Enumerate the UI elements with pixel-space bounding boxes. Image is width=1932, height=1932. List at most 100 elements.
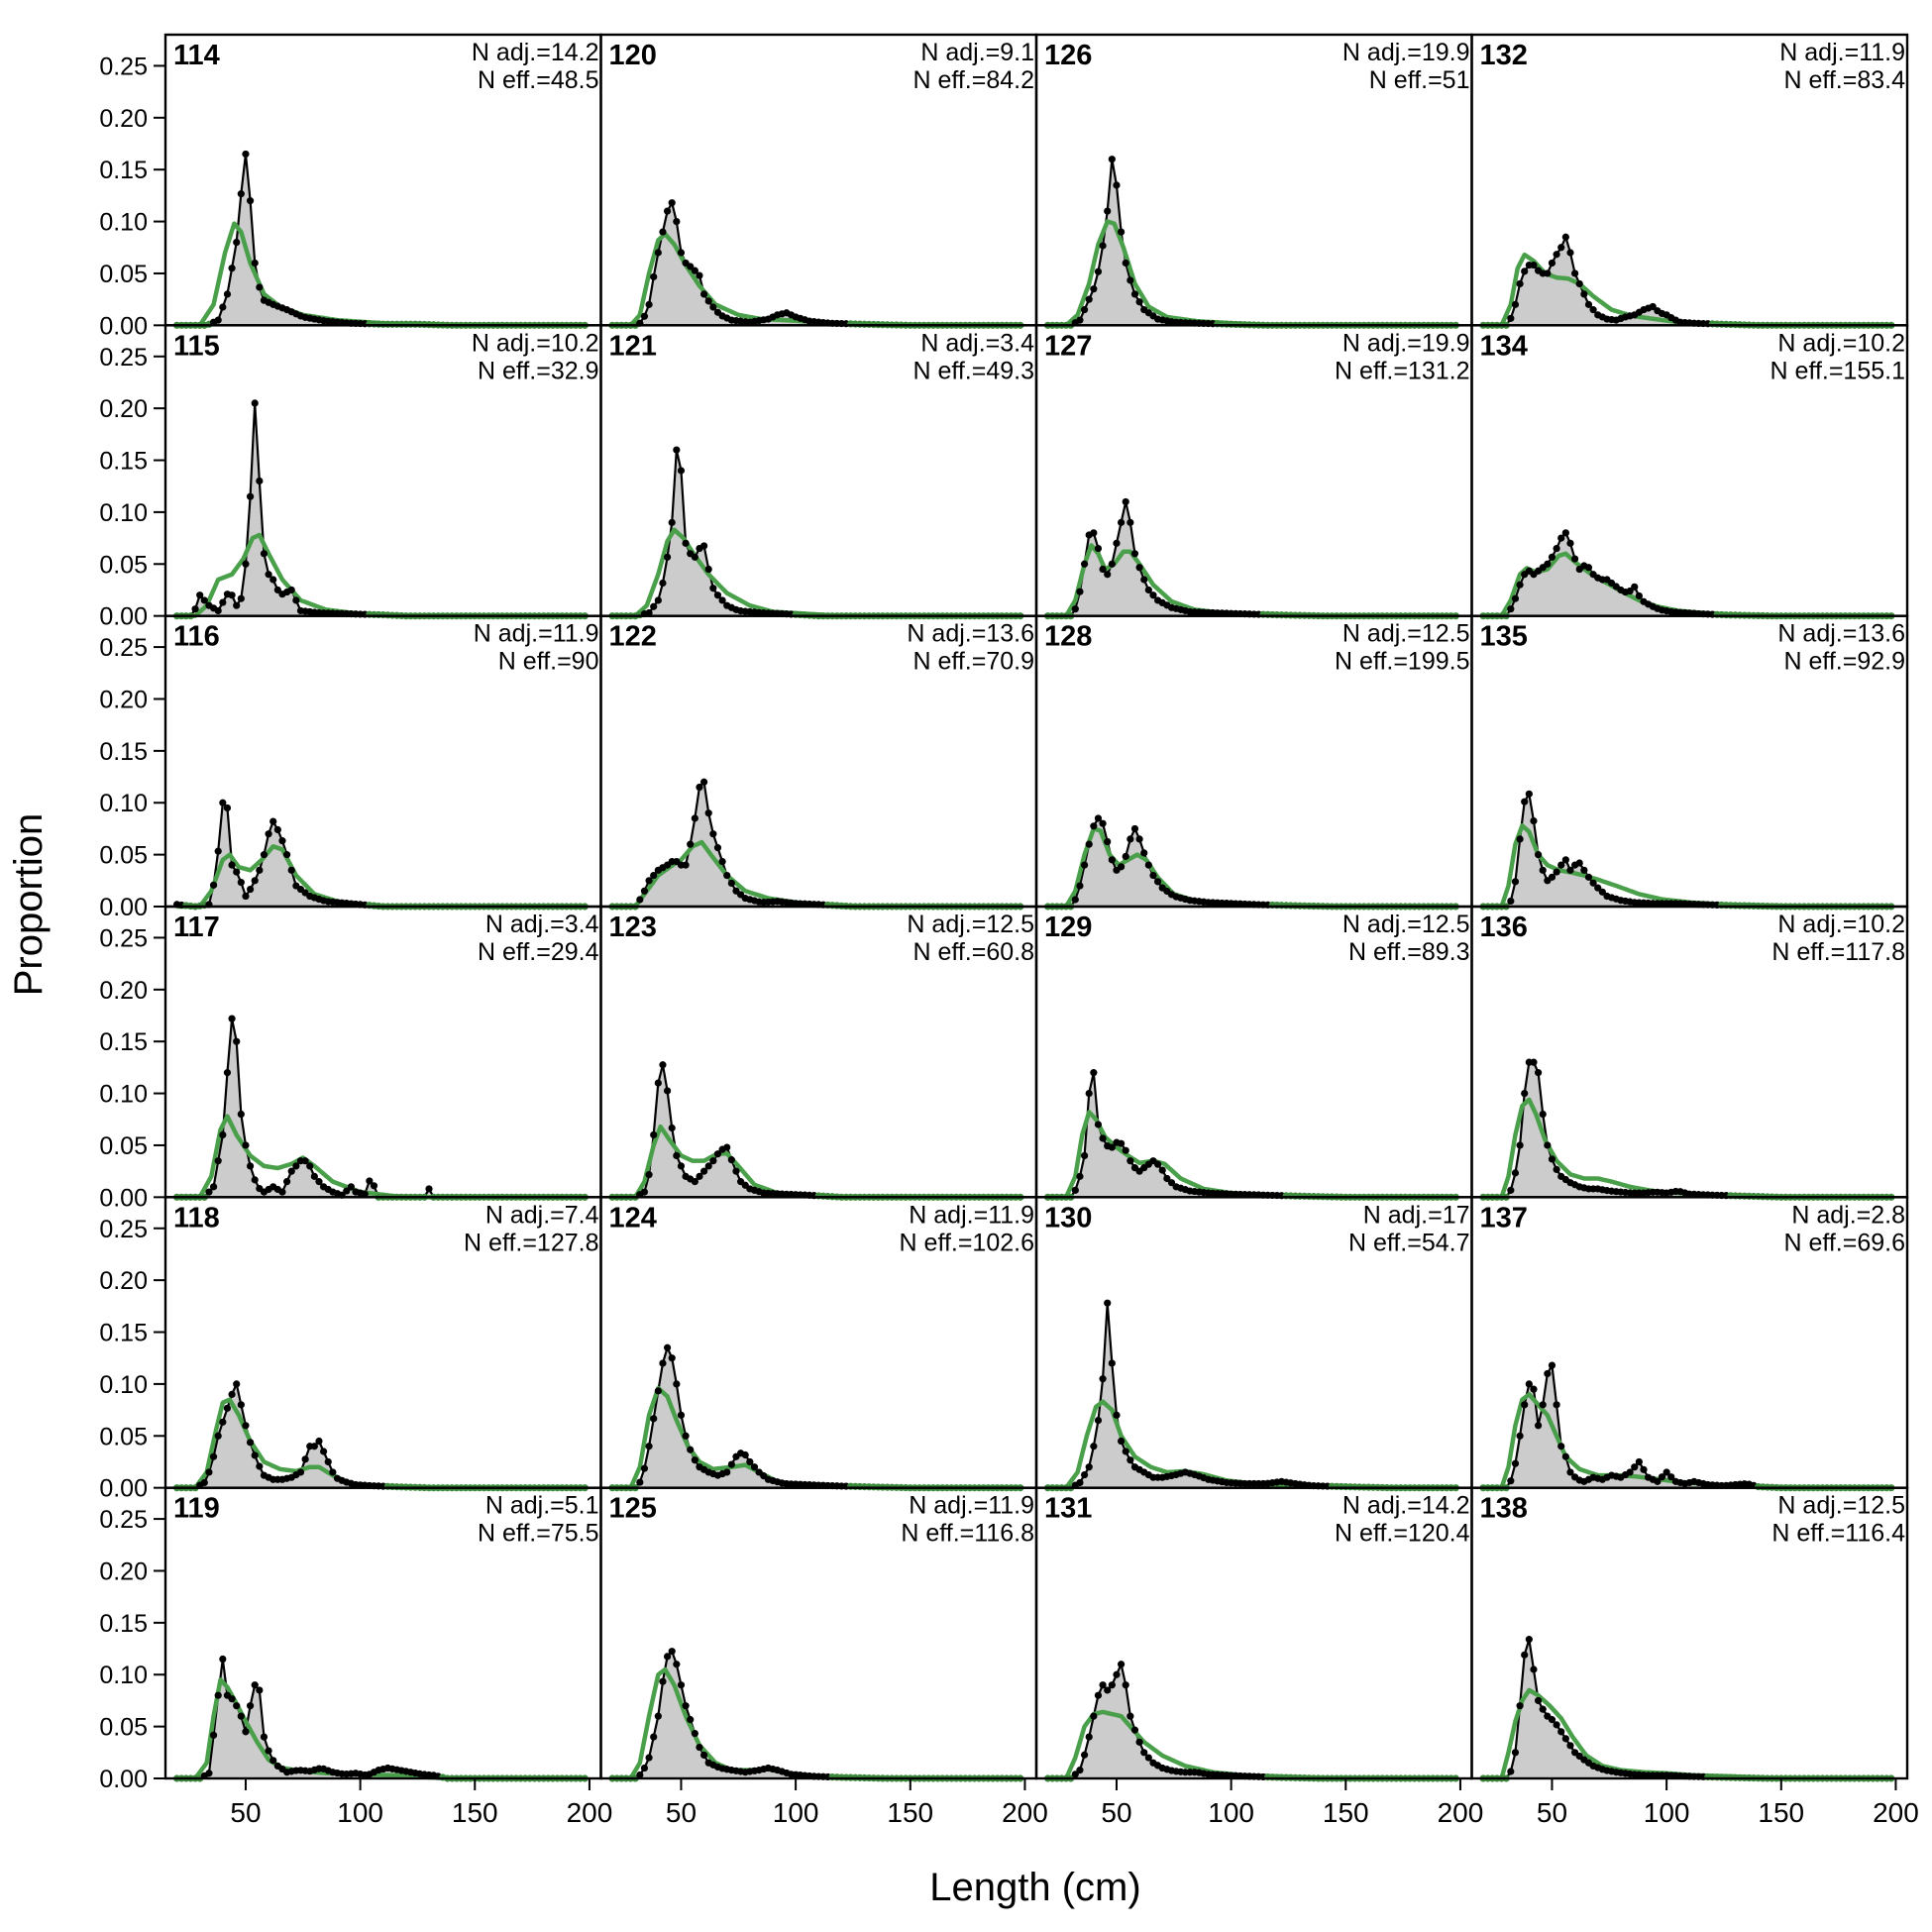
- n-eff-label: N eff.=127.8: [464, 1229, 598, 1256]
- observed-point: [251, 1681, 259, 1689]
- observed-point: [214, 316, 222, 324]
- n-adj-label: N adj.=9.1: [920, 39, 1034, 66]
- observed-point: [1548, 1716, 1556, 1724]
- observed-point: [718, 858, 726, 866]
- observed-point: [659, 228, 667, 236]
- observed-point: [1521, 1089, 1529, 1098]
- observed-point: [691, 553, 698, 561]
- x-tick-label: 100: [1208, 1797, 1254, 1828]
- observed-point: [687, 840, 695, 848]
- observed-point: [1122, 1681, 1129, 1689]
- observed-point: [1108, 856, 1116, 864]
- panel-131: 131 N adj.=14.2N eff.=120.4: [1034, 1486, 1473, 1782]
- observed-point: [1539, 1110, 1547, 1119]
- observed-point: [343, 1187, 351, 1195]
- observed-point: [1594, 884, 1602, 892]
- observed-point: [251, 1176, 259, 1184]
- observed-point: [223, 290, 232, 298]
- observed-point: [1113, 181, 1121, 189]
- observed-point: [237, 1712, 245, 1720]
- observed-point: [1516, 835, 1524, 843]
- y-tick-label: 0.20: [99, 977, 148, 1005]
- observed-point: [287, 586, 295, 594]
- observed-point: [1548, 1361, 1556, 1369]
- observed-point: [1104, 1686, 1112, 1694]
- panel-label: 119: [173, 1493, 220, 1525]
- observed-point: [320, 1448, 328, 1455]
- observed-point: [1561, 233, 1569, 241]
- observed-point: [287, 1167, 295, 1175]
- observed-point: [1113, 1670, 1121, 1678]
- observed-point: [1553, 1721, 1560, 1729]
- observed-point: [640, 1188, 649, 1196]
- observed-point: [237, 1401, 245, 1409]
- observed-fill: [176, 1659, 586, 1778]
- observed-point: [1589, 306, 1597, 314]
- observed-point: [292, 1162, 300, 1170]
- observed-point: [645, 1443, 653, 1450]
- n-adj-label: N adj.=19.9: [1342, 39, 1470, 66]
- observed-point: [251, 399, 259, 407]
- observed-point: [1080, 1151, 1089, 1160]
- observed-point: [1122, 1448, 1129, 1455]
- observed-point: [1090, 1443, 1098, 1450]
- panel-label: 120: [609, 40, 657, 71]
- observed-point: [682, 1702, 690, 1710]
- observed-point: [214, 847, 222, 855]
- observed-point: [256, 1462, 264, 1470]
- observed-point: [1507, 1768, 1515, 1775]
- observed-fill: [176, 402, 586, 616]
- observed-point: [709, 830, 717, 838]
- observed-point: [677, 1162, 686, 1170]
- observed-point: [1076, 1172, 1084, 1180]
- observed-point: [663, 1087, 672, 1095]
- x-tick-label: 50: [230, 1797, 261, 1828]
- observed-point: [296, 1468, 305, 1476]
- y-tick-label: 0.20: [99, 686, 148, 713]
- observed-point: [1584, 300, 1593, 308]
- observed-point: [1566, 866, 1574, 874]
- observed-point: [1127, 1157, 1134, 1165]
- panel-label: 127: [1044, 330, 1092, 362]
- observed-point: [260, 1733, 268, 1741]
- n-adj-label: N adj.=13.6: [1777, 620, 1905, 648]
- observed-point: [636, 1771, 644, 1779]
- panel-label: 122: [609, 621, 657, 653]
- x-tick-label: 150: [452, 1797, 498, 1828]
- observed-point: [1149, 871, 1157, 880]
- observed-fill: [612, 1347, 1020, 1488]
- panel-label: 129: [1044, 912, 1092, 943]
- observed-point: [1561, 1452, 1569, 1460]
- observed-point: [1140, 849, 1148, 857]
- observed-point: [233, 601, 241, 609]
- observed-point: [237, 1110, 245, 1119]
- observed-point: [1090, 285, 1098, 293]
- observed-point: [1640, 1465, 1648, 1473]
- observed-point: [1530, 1385, 1538, 1393]
- panel-135: 135 N adj.=13.6N eff.=92.9: [1470, 614, 1909, 911]
- observed-point: [1521, 798, 1529, 805]
- observed-point: [718, 596, 726, 604]
- observed-point: [256, 1686, 264, 1694]
- observed-point: [306, 1162, 314, 1170]
- observed-point: [1539, 1401, 1547, 1409]
- y-tick-label: 0.05: [99, 551, 148, 579]
- panel-label: 135: [1480, 621, 1528, 653]
- observed-point: [1149, 591, 1157, 599]
- observed-point: [1135, 1738, 1143, 1746]
- observed-point: [1530, 261, 1538, 269]
- x-tick-label: 150: [1758, 1797, 1804, 1828]
- observed-point: [673, 1661, 681, 1668]
- observed-point: [209, 881, 218, 889]
- n-eff-label: N eff.=155.1: [1771, 357, 1905, 384]
- observed-point: [1530, 1058, 1538, 1066]
- panel-label: 123: [609, 912, 657, 943]
- observed-point: [1544, 269, 1552, 277]
- observed-point: [1127, 1712, 1134, 1720]
- observed-point: [1525, 1636, 1533, 1644]
- observed-point: [1511, 878, 1520, 886]
- y-tick-label: 0.20: [99, 395, 148, 423]
- observed-point: [1076, 1478, 1084, 1487]
- y-tick-label: 0.00: [99, 1766, 148, 1793]
